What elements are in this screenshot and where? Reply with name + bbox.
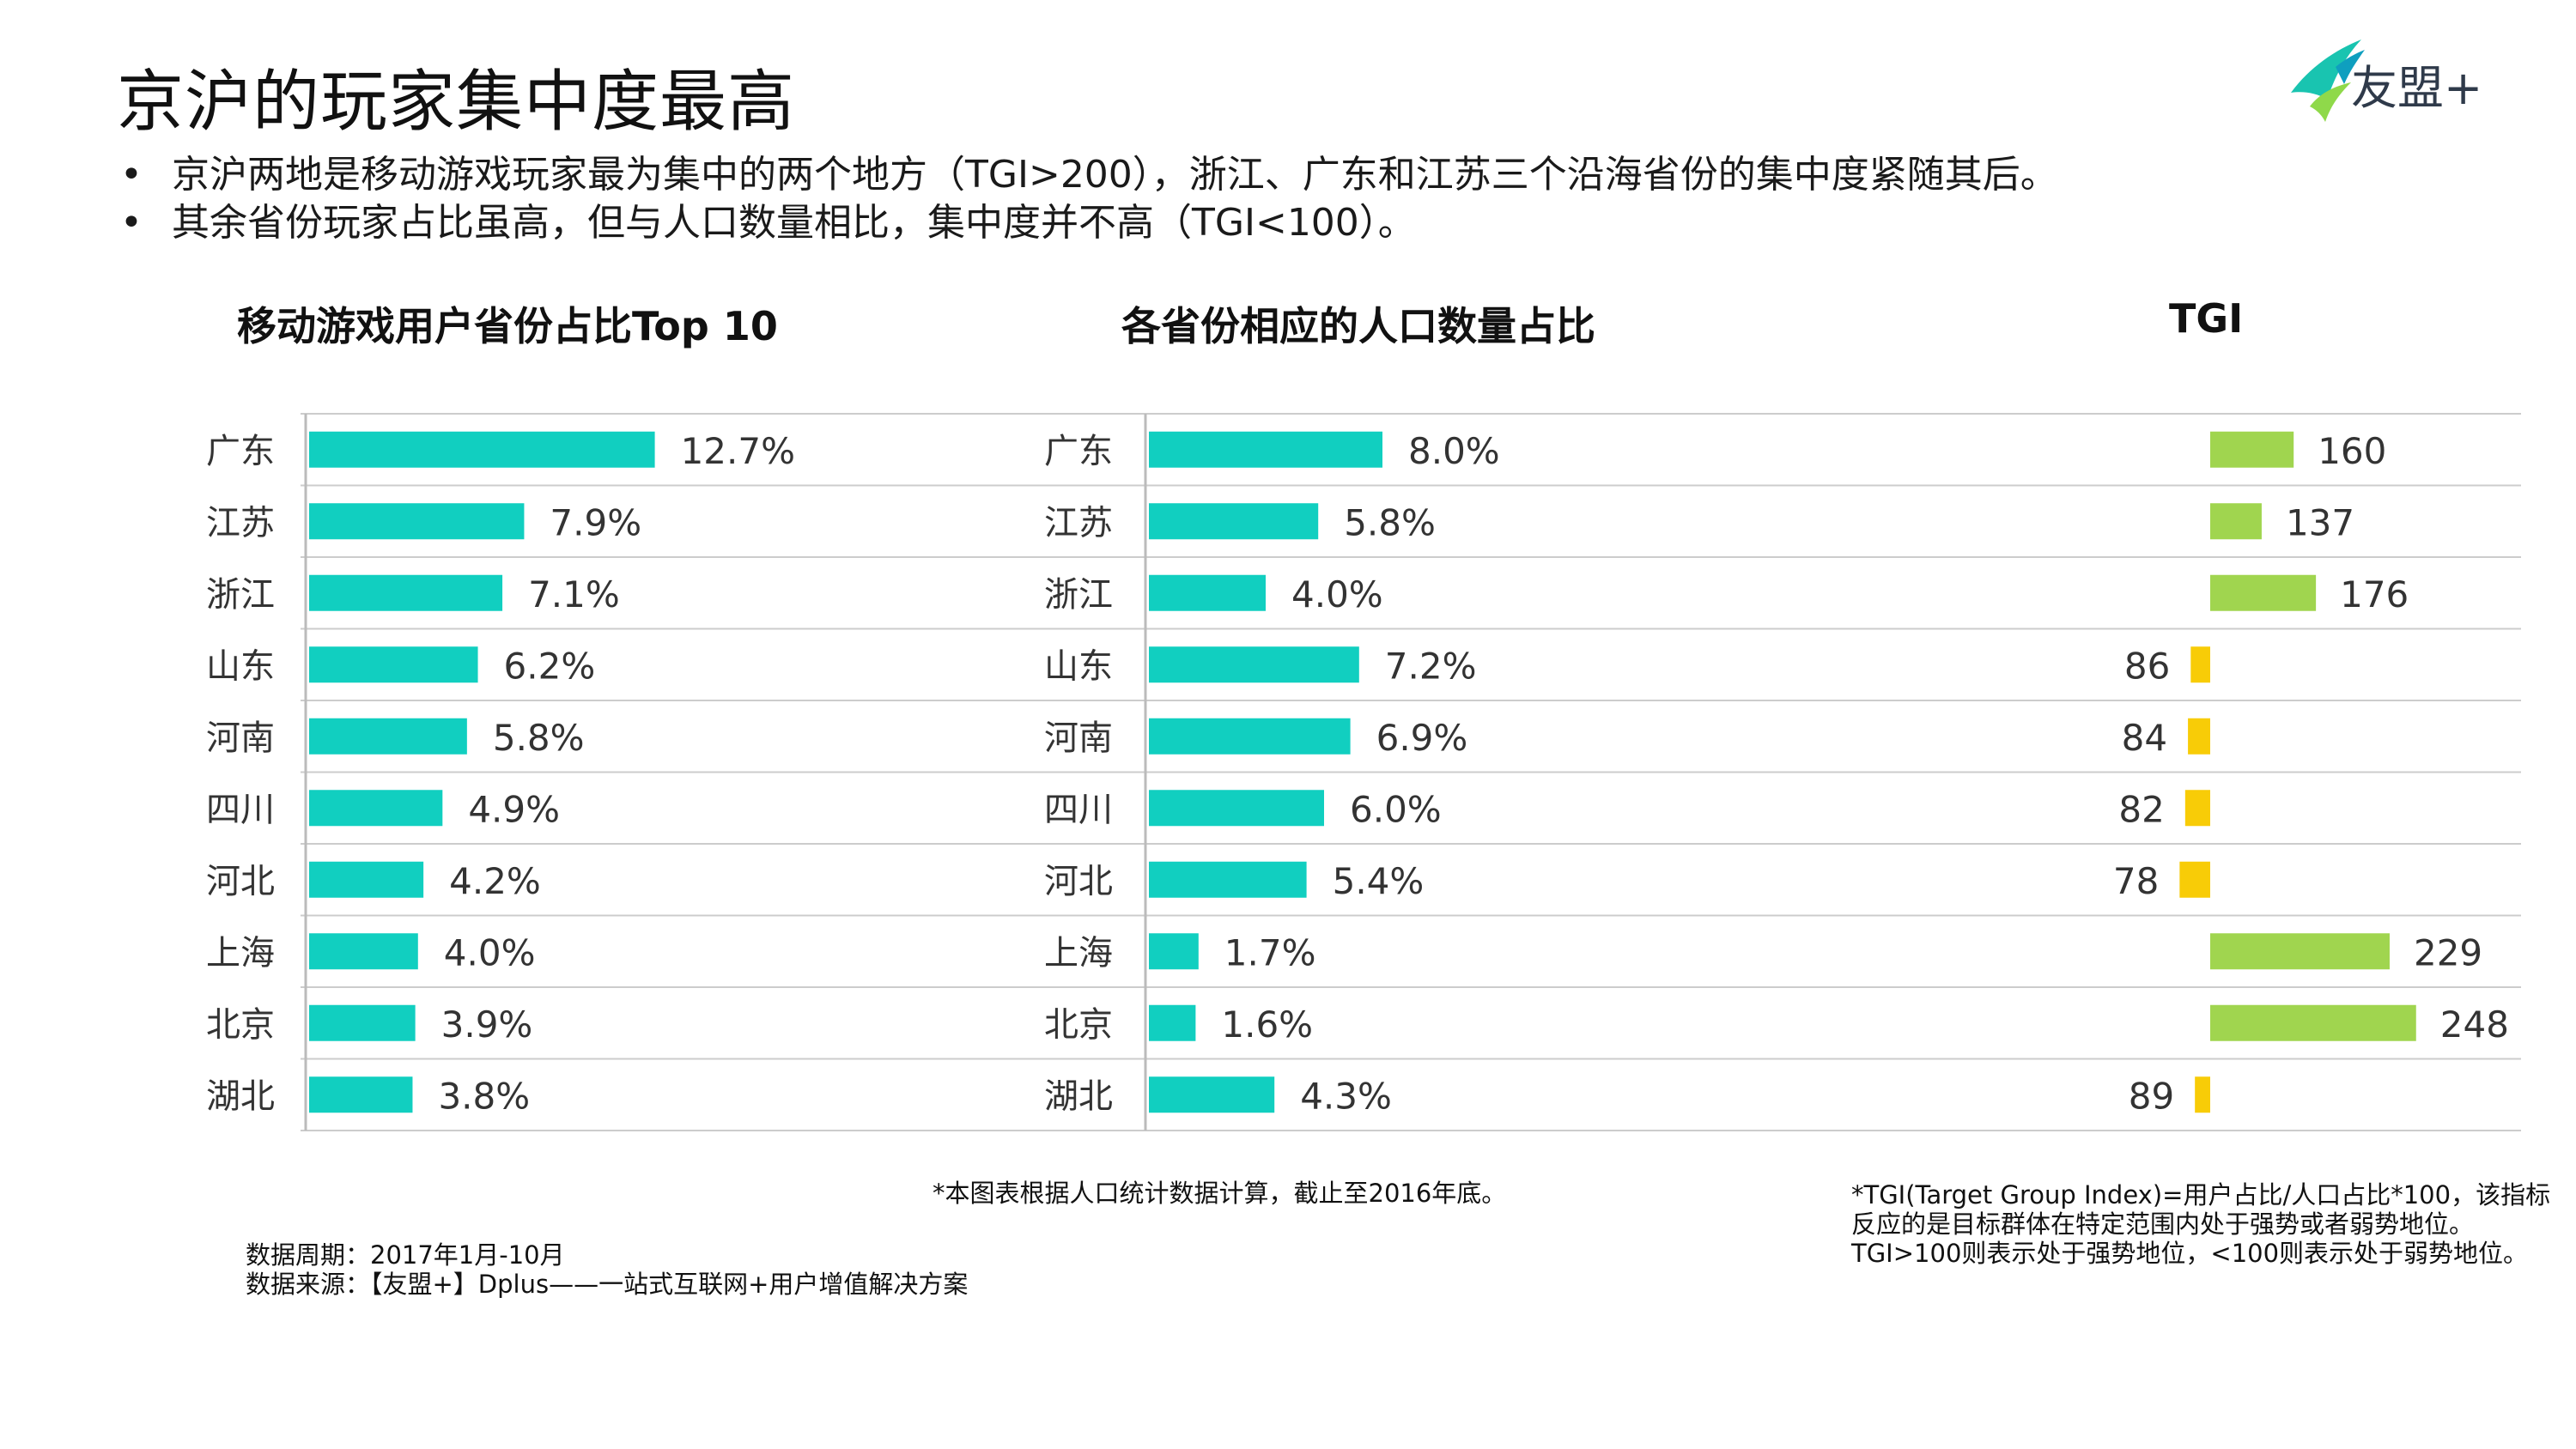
tgi-bar bbox=[2210, 503, 2262, 540]
user-share-category-label: 江苏 bbox=[206, 503, 275, 543]
population-note: *本图表根据人口统计数据计算，截止至2016年底。 bbox=[933, 1179, 1507, 1208]
population-share-category-label: 山东 bbox=[1044, 646, 1113, 686]
tgi-bar bbox=[2195, 1076, 2210, 1113]
tgi-value-label: 176 bbox=[2340, 573, 2409, 615]
population-share-bar bbox=[1149, 503, 1319, 540]
population-share-category-label: 上海 bbox=[1044, 933, 1113, 973]
user-share-bar bbox=[309, 933, 418, 970]
user-share-value-label: 6.2% bbox=[504, 645, 596, 687]
logo-text: 友盟+ bbox=[2351, 61, 2483, 115]
population-share-bar bbox=[1149, 1076, 1275, 1113]
population-share-bar bbox=[1149, 861, 1307, 898]
population-share-category-label: 江苏 bbox=[1044, 503, 1113, 543]
tgi-bar bbox=[2179, 861, 2210, 898]
bullet-item: 京沪两地是移动游戏玩家最为集中的两个地方（TGI>200），浙江、广东和江苏三个… bbox=[120, 151, 2058, 199]
user-share-value-label: 7.9% bbox=[550, 501, 641, 543]
user-share-bar bbox=[309, 718, 467, 755]
user-share-bar bbox=[309, 574, 503, 611]
population-share-category-label: 广东 bbox=[1044, 432, 1113, 471]
tgi-bar bbox=[2184, 790, 2210, 827]
population-share-value-label: 1.7% bbox=[1224, 931, 1316, 973]
tgi-bar bbox=[2188, 718, 2210, 755]
population-share-category-label: 湖北 bbox=[1044, 1076, 1113, 1116]
user-share-category-label: 河北 bbox=[206, 862, 275, 901]
population-share-bar bbox=[1149, 431, 1382, 468]
tgi-bar bbox=[2210, 431, 2294, 468]
user-share-category-label: 浙江 bbox=[206, 575, 275, 615]
user-share-bar bbox=[309, 431, 655, 468]
population-share-value-label: 7.2% bbox=[1385, 645, 1477, 687]
tgi-value-label: 248 bbox=[2440, 1003, 2509, 1046]
tgi-bar bbox=[2210, 574, 2317, 611]
population-share-bar bbox=[1149, 1004, 1196, 1041]
data-period: 数据周期：2017年1月-10月 bbox=[246, 1240, 565, 1270]
population-share-category-label: 河北 bbox=[1044, 862, 1113, 901]
page-title: 京沪的玩家集中度最高 bbox=[117, 64, 796, 141]
user-share-category-label: 湖北 bbox=[206, 1076, 275, 1116]
user-share-value-label: 4.2% bbox=[449, 860, 541, 902]
user-share-bar bbox=[309, 646, 478, 683]
user-share-bar bbox=[309, 1076, 413, 1113]
user-share-category-label: 四川 bbox=[206, 790, 275, 829]
population-share-value-label: 1.6% bbox=[1221, 1003, 1313, 1046]
population-share-value-label: 6.0% bbox=[1350, 788, 1442, 830]
tgi-value-label: 137 bbox=[2286, 501, 2354, 543]
user-share-category-label: 河南 bbox=[206, 718, 275, 758]
user-share-value-label: 12.7% bbox=[681, 430, 795, 472]
user-share-category-label: 北京 bbox=[206, 1005, 275, 1045]
tgi-note-line-1: *TGI(Target Group Index)=用户占比/人口占比*100，该… bbox=[1851, 1180, 2551, 1210]
population-share-value-label: 5.8% bbox=[1344, 501, 1436, 543]
tgi-note-line-3: TGI>100则表示处于强势地位，<100则表示处于弱势地位。 bbox=[1851, 1239, 2529, 1268]
user-share-value-label: 3.9% bbox=[441, 1003, 533, 1046]
tgi-note-line-2: 反应的是目标群体在特定范围内处于强势或者弱势地位。 bbox=[1851, 1210, 2475, 1239]
data-source: 数据来源：【友盟+】Dplus——一站式互联网+用户增值解决方案 bbox=[246, 1270, 969, 1299]
user-share-bar bbox=[309, 861, 424, 898]
user-share-category-label: 广东 bbox=[206, 432, 275, 471]
user-share-bar bbox=[309, 503, 525, 540]
tgi-chart-title: TGI bbox=[2169, 295, 2244, 342]
tgi-value-label: 229 bbox=[2414, 931, 2482, 973]
tgi-value-label: 82 bbox=[2118, 788, 2164, 830]
population-share-value-label: 6.9% bbox=[1376, 717, 1468, 759]
population-share-value-label: 4.3% bbox=[1300, 1075, 1392, 1117]
bullet-list: 京沪两地是移动游戏玩家最为集中的两个地方（TGI>200），浙江、广东和江苏三个… bbox=[120, 151, 2058, 247]
user-share-value-label: 3.8% bbox=[438, 1075, 530, 1117]
umeng-logo-icon bbox=[2291, 39, 2365, 122]
population-share-category-label: 河南 bbox=[1044, 718, 1113, 758]
tgi-value-label: 84 bbox=[2122, 717, 2167, 759]
tgi-value-label: 89 bbox=[2129, 1075, 2174, 1117]
population-share-category-label: 北京 bbox=[1044, 1005, 1113, 1045]
tgi-bar bbox=[2210, 933, 2390, 970]
user-share-value-label: 4.0% bbox=[444, 931, 536, 973]
population-share-bar bbox=[1149, 933, 1199, 970]
user-share-value-label: 5.8% bbox=[493, 717, 585, 759]
bullet-item: 其余省份玩家占比虽高，但与人口数量相比，集中度并不高（TGI<100）。 bbox=[120, 199, 2058, 247]
tgi-bar bbox=[2190, 646, 2210, 683]
population-share-bar bbox=[1149, 646, 1359, 683]
population-share-category-label: 四川 bbox=[1044, 790, 1113, 829]
population-share-value-label: 8.0% bbox=[1408, 430, 1500, 472]
tgi-bar bbox=[2210, 1004, 2416, 1041]
user-share-value-label: 7.1% bbox=[528, 573, 620, 615]
population-share-bar bbox=[1149, 790, 1324, 827]
population-share-bar bbox=[1149, 574, 1266, 611]
user-share-chart-title: 移动游戏用户省份占比Top 10 bbox=[237, 303, 778, 349]
user-share-value-label: 4.9% bbox=[468, 788, 560, 830]
user-share-bar bbox=[309, 790, 443, 827]
population-share-category-label: 浙江 bbox=[1044, 575, 1113, 615]
population-share-value-label: 4.0% bbox=[1291, 573, 1383, 615]
user-share-category-label: 山东 bbox=[206, 646, 275, 686]
population-share-bar bbox=[1149, 718, 1351, 755]
tgi-value-label: 78 bbox=[2113, 860, 2159, 902]
population-share-value-label: 5.4% bbox=[1333, 860, 1425, 902]
population-share-chart-title: 各省份相应的人口数量占比 bbox=[1121, 303, 1595, 349]
tgi-value-label: 86 bbox=[2124, 645, 2170, 687]
user-share-bar bbox=[309, 1004, 416, 1041]
user-share-category-label: 上海 bbox=[206, 933, 275, 973]
tgi-value-label: 160 bbox=[2318, 430, 2386, 472]
